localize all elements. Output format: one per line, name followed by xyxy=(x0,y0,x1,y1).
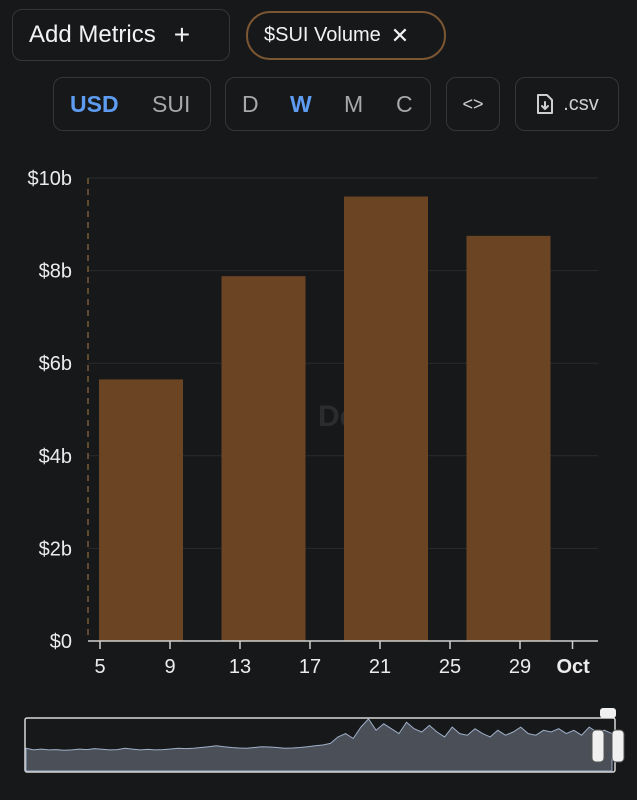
period-option-m[interactable]: M xyxy=(344,90,364,117)
x-tick-label: 5 xyxy=(94,656,105,678)
bars xyxy=(99,196,551,641)
brush-grip-icon[interactable] xyxy=(600,708,616,718)
x-tick-label: 17 xyxy=(299,656,321,678)
x-tick-label: 29 xyxy=(509,656,531,678)
code-icon: <> xyxy=(462,93,484,114)
bar[interactable] xyxy=(221,276,306,641)
x-tick-label: 21 xyxy=(369,656,391,678)
y-tick-labels: $0 $2b $4b $6b $8b $10b xyxy=(28,168,73,653)
add-metrics-label: Add Metrics xyxy=(29,21,156,48)
close-icon[interactable]: ✕ xyxy=(390,22,410,48)
period-option-d[interactable]: D xyxy=(242,90,259,117)
period-option-c[interactable]: C xyxy=(396,90,413,117)
metric-chip-label: $SUI Volume xyxy=(264,24,381,46)
bar[interactable] xyxy=(466,235,551,641)
currency-option-usd[interactable]: USD xyxy=(70,90,119,117)
x-tick-label: 13 xyxy=(229,656,251,678)
time-range-brush[interactable] xyxy=(0,700,637,800)
file-download-icon xyxy=(537,94,554,114)
y-tick-label: $6b xyxy=(39,353,72,375)
bar[interactable] xyxy=(344,196,428,641)
y-tick-label: $4b xyxy=(39,446,72,468)
period-option-w[interactable]: W xyxy=(290,90,312,117)
brush-handle-right[interactable] xyxy=(611,729,625,763)
download-csv-button[interactable]: .csv xyxy=(515,77,619,131)
y-tick-label: $10b xyxy=(28,168,73,190)
x-tick-label: 25 xyxy=(439,656,461,678)
plus-icon: + xyxy=(173,19,191,50)
csv-label: .csv xyxy=(563,92,599,115)
x-tick-labels: 5 9 13 17 21 25 29 Oct xyxy=(94,641,590,678)
x-tick-label: Oct xyxy=(557,656,591,678)
add-metrics-button[interactable]: Add Metrics + xyxy=(12,9,230,61)
embed-code-button[interactable]: <> xyxy=(446,77,500,131)
y-tick-label: $8b xyxy=(39,261,72,283)
sui-volume-bar-chart: $0 $2b $4b $6b $8b $10b 5 9 13 17 21 25 29 Oct xyxy=(28,168,598,678)
brush-area xyxy=(25,718,613,772)
currency-option-sui[interactable]: SUI xyxy=(152,90,191,117)
period-toggle: D W M C xyxy=(225,77,431,131)
metric-chip-sui-volume[interactable]: $SUI Volume ✕ xyxy=(246,11,446,60)
y-tick-label: $0 xyxy=(50,631,72,653)
bar[interactable] xyxy=(99,379,183,641)
x-tick-label: 9 xyxy=(164,656,175,678)
brush-handle-left[interactable] xyxy=(591,729,605,763)
y-tick-label: $2b xyxy=(39,538,72,560)
currency-toggle: USD SUI xyxy=(53,77,211,131)
